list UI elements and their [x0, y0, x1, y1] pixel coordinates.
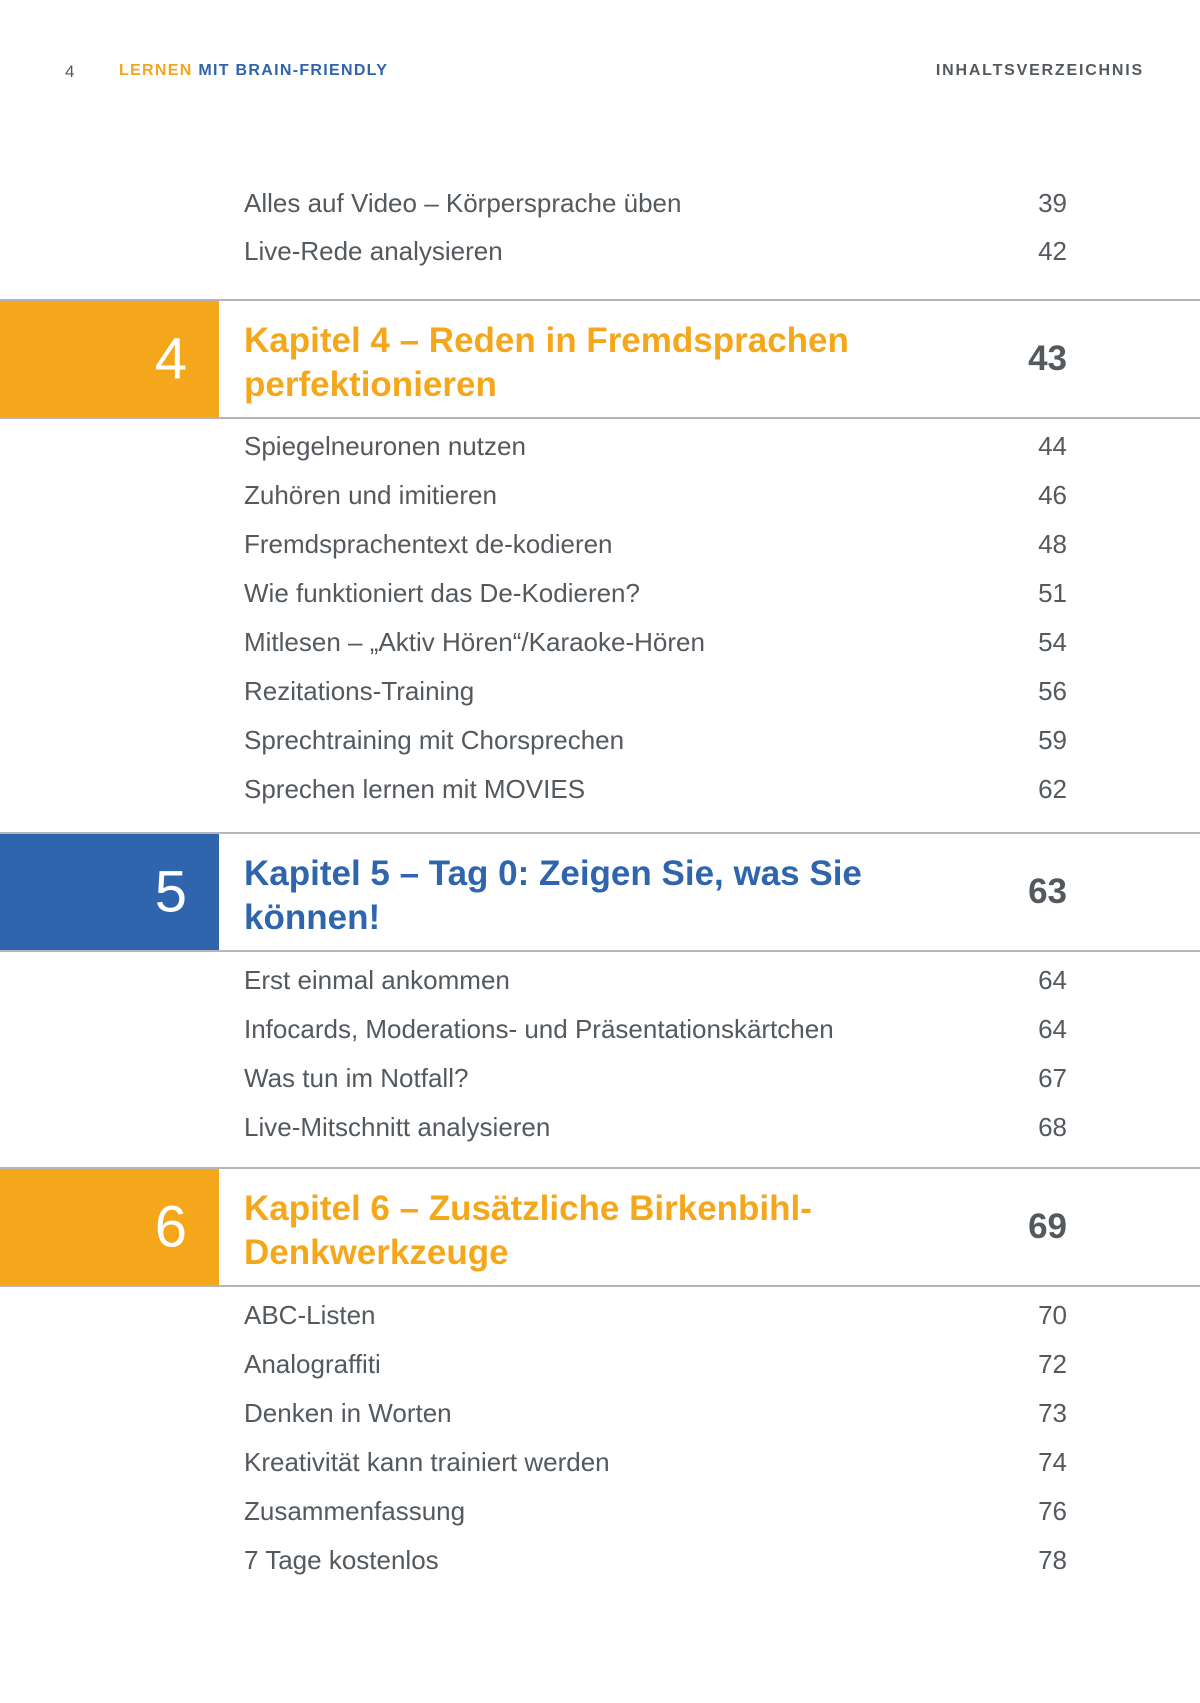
book-title-part2: MIT BRAIN-FRIENDLY — [198, 62, 389, 79]
toc-entry-label: Was tun im Notfall? — [244, 1063, 469, 1093]
toc-entry-label: Live-Rede analysieren — [244, 236, 503, 266]
toc-entry-page: 64 — [1038, 965, 1067, 995]
toc-entry-page: 73 — [1038, 1398, 1067, 1428]
toc-entry[interactable]: ABC-Listen 70 — [244, 1297, 1067, 1333]
page-number: 4 — [65, 62, 75, 81]
toc-entry-label: Analograffiti — [244, 1349, 381, 1379]
chapter-number: 6 — [154, 1194, 187, 1260]
toc-entry-label: Alles auf Video – Körpersprache üben — [244, 188, 682, 218]
chapter-title: Kapitel 5 – Tag 0: Zeigen Sie, was Sie k… — [244, 854, 862, 937]
toc-entry-label: Wie funktioniert das De-Kodieren? — [244, 578, 640, 608]
toc-entry-page: 42 — [1038, 236, 1067, 266]
toc-entry[interactable]: Zuhören und imitieren 46 — [244, 477, 1067, 513]
toc-entry-label: 7 Tage kostenlos — [244, 1545, 439, 1575]
toc-entry-label: Infocards, Moderations- und Präsentation… — [244, 1014, 834, 1044]
toc-entry-label: Live-Mitschnitt analysieren — [244, 1112, 551, 1142]
toc-entry[interactable]: Sprechen lernen mit MOVIES 62 — [244, 771, 1067, 807]
toc-entry[interactable]: Alles auf Video – Körpersprache üben 39 — [244, 185, 1067, 221]
chapter-heading-4[interactable]: 4 Kapitel 4 – Reden in Fremdsprachen per… — [0, 299, 1200, 419]
toc-entry-page: 54 — [1038, 627, 1067, 657]
toc-entry-page: 68 — [1038, 1112, 1067, 1142]
toc-entry-label: Sprechtraining mit Chorsprechen — [244, 725, 625, 755]
toc-entry-label: Sprechen lernen mit MOVIES — [244, 774, 586, 804]
toc-entry[interactable]: Zusammenfassung 76 — [244, 1493, 1067, 1529]
toc-entry[interactable]: Denken in Worten 73 — [244, 1395, 1067, 1431]
toc-entry-page: 51 — [1038, 578, 1067, 608]
toc-entry[interactable]: Spiegelneuronen nutzen 44 — [244, 428, 1067, 464]
book-title: LERNEN MIT BRAIN-FRIENDLY — [119, 62, 388, 80]
chapter-heading-6[interactable]: 6 Kapitel 6 – Zusätzliche Birkenbihl-Den… — [0, 1167, 1200, 1287]
chapter-heading-5[interactable]: 5 Kapitel 5 – Tag 0: Zeigen Sie, was Sie… — [0, 832, 1200, 952]
toc-entry-label: Rezitations-Training — [244, 676, 475, 706]
toc-entry[interactable]: Erst einmal ankommen 64 — [244, 962, 1067, 998]
toc-entry-page: 70 — [1038, 1300, 1067, 1330]
toc-entry-label: Zusammenfassung — [244, 1496, 466, 1526]
running-head: 4 LERNEN MIT BRAIN-FRIENDLY INHALTSVERZE… — [0, 62, 1200, 82]
toc-entry-label: Erst einmal ankommen — [244, 965, 510, 995]
toc-entry[interactable]: Mitlesen – „Aktiv Hören“/Karaoke-Hören 5… — [244, 624, 1067, 660]
toc-entry[interactable]: Rezitations-Training 56 — [244, 673, 1067, 709]
toc-entry[interactable]: Was tun im Notfall? 67 — [244, 1060, 1067, 1096]
toc-entry-label: Zuhören und imitieren — [244, 480, 497, 510]
chapter-page: 69 — [1028, 1207, 1067, 1246]
toc-entry-page: 78 — [1038, 1545, 1067, 1575]
book-title-part1: LERNEN — [119, 62, 193, 79]
toc-entry-label: Fremdsprachentext de-kodieren — [244, 529, 613, 559]
toc-entry[interactable]: Live-Rede analysieren 42 — [244, 233, 1067, 269]
toc-entry-label: Kreativität kann trainiert werden — [244, 1447, 610, 1477]
toc-entry[interactable]: 7 Tage kostenlos 78 — [244, 1542, 1067, 1578]
toc-entry-page: 44 — [1038, 431, 1067, 461]
toc-entry-page: 64 — [1038, 1014, 1067, 1044]
toc-entry[interactable]: Analograffiti 72 — [244, 1346, 1067, 1382]
toc-entry[interactable]: Infocards, Moderations- und Präsentation… — [244, 1011, 1067, 1047]
chapter-number-block: 4 — [0, 301, 219, 417]
chapter-page: 43 — [1028, 339, 1067, 378]
toc-entry-page: 46 — [1038, 480, 1067, 510]
toc-entry-label: Mitlesen – „Aktiv Hören“/Karaoke-Hören — [244, 627, 705, 657]
toc-entry-page: 74 — [1038, 1447, 1067, 1477]
toc-entry[interactable]: Sprechtraining mit Chorsprechen 59 — [244, 722, 1067, 758]
chapter-number: 5 — [154, 859, 187, 925]
toc-entry-page: 48 — [1038, 529, 1067, 559]
toc-entry[interactable]: Live-Mitschnitt analysieren 68 — [244, 1109, 1067, 1145]
chapter-title: Kapitel 6 – Zusätzliche Birkenbihl-Denkw… — [244, 1189, 812, 1272]
toc-entry-page: 76 — [1038, 1496, 1067, 1526]
toc-entry-label: Spiegelneuronen nutzen — [244, 431, 526, 461]
toc-entry-page: 56 — [1038, 676, 1067, 706]
chapter-number-block: 6 — [0, 1169, 219, 1285]
toc-entry-label: Denken in Worten — [244, 1398, 452, 1428]
chapter-title: Kapitel 4 – Reden in Fremdsprachen perfe… — [244, 321, 849, 404]
toc-entry-page: 59 — [1038, 725, 1067, 755]
toc-entry-page: 67 — [1038, 1063, 1067, 1093]
toc-entry[interactable]: Fremdsprachentext de-kodieren 48 — [244, 526, 1067, 562]
chapter-page: 63 — [1028, 872, 1067, 911]
chapter-number: 4 — [154, 326, 187, 392]
toc-entry-page: 72 — [1038, 1349, 1067, 1379]
toc-entry-label: ABC-Listen — [244, 1300, 376, 1330]
chapter-number-block: 5 — [0, 834, 219, 950]
toc-entry[interactable]: Wie funktioniert das De-Kodieren? 51 — [244, 575, 1067, 611]
toc-entry[interactable]: Kreativität kann trainiert werden 74 — [244, 1444, 1067, 1480]
section-title: INHALTSVERZEICHNIS — [935, 62, 1144, 79]
toc-entry-page: 62 — [1038, 774, 1067, 804]
toc-entry-page: 39 — [1038, 188, 1067, 218]
